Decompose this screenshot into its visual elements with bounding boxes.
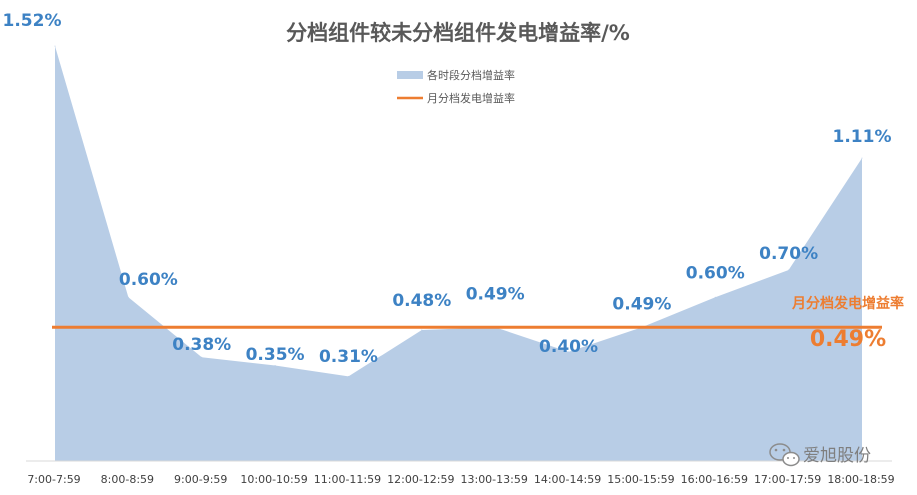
x-tick-label: 17:00-17:59 — [754, 473, 821, 486]
reference-line-value-label: 0.49% — [810, 327, 886, 352]
area-point — [347, 375, 349, 377]
area-point — [421, 329, 423, 331]
data-label: 0.49% — [466, 284, 525, 304]
area-point — [274, 364, 276, 366]
legend-label-area: 各时段分档增益率 — [427, 68, 515, 82]
x-tick-label: 11:00-11:59 — [314, 473, 381, 486]
area-point — [568, 351, 570, 353]
plot-area: 1.52% 0.60% 0.38% 0.35% 0.31% 0.48% 0.49% 0.40%… — [3, 11, 895, 486]
legend-swatch-area — [397, 71, 423, 79]
x-tick-label: 18:00-18:59 — [827, 473, 894, 486]
data-label: 0.31% — [319, 347, 378, 367]
chart-title: 分档组件较未分档组件发电增益率/% — [286, 21, 630, 45]
watermark: 爱旭股份 — [769, 443, 871, 467]
data-label: 0.60% — [686, 263, 745, 283]
x-tick-label: 16:00-16:59 — [681, 473, 748, 486]
legend: 各时段分档增益率 月分档发电增益率 — [397, 68, 515, 105]
x-tick-label: 12:00-12:59 — [387, 473, 454, 486]
wechat-icon — [769, 443, 800, 467]
x-tick-label: 10:00-10:59 — [240, 473, 307, 486]
area-point — [201, 356, 203, 358]
x-tick-label: 14:00-14:59 — [534, 473, 601, 486]
area-point — [861, 157, 863, 159]
x-tick-label: 13:00-13:59 — [460, 473, 527, 486]
x-tick-label: 7:00-7:59 — [27, 473, 80, 486]
data-label: 0.35% — [246, 345, 305, 365]
data-label: 0.60% — [119, 270, 178, 290]
data-label: 0.38% — [172, 335, 231, 355]
data-label: 0.49% — [612, 294, 671, 314]
x-tick-label: 8:00-8:59 — [101, 473, 154, 486]
data-label: 0.70% — [759, 244, 818, 264]
data-label: 1.52% — [3, 11, 62, 31]
x-tick-label: 15:00-15:59 — [607, 473, 674, 486]
area-point — [788, 269, 790, 271]
legend-label-line: 月分档发电增益率 — [427, 91, 515, 105]
reference-line-name-label: 月分档发电增益率 — [791, 295, 904, 312]
area-point — [54, 45, 56, 47]
data-label: 1.11% — [833, 127, 892, 147]
area-series — [55, 46, 862, 461]
x-tick-label: 9:00-9:59 — [174, 473, 227, 486]
data-label: 0.48% — [392, 291, 451, 311]
area-point — [714, 296, 716, 298]
data-label: 0.40% — [539, 337, 598, 357]
watermark-text: 爱旭股份 — [803, 446, 871, 466]
area-point — [127, 296, 129, 298]
